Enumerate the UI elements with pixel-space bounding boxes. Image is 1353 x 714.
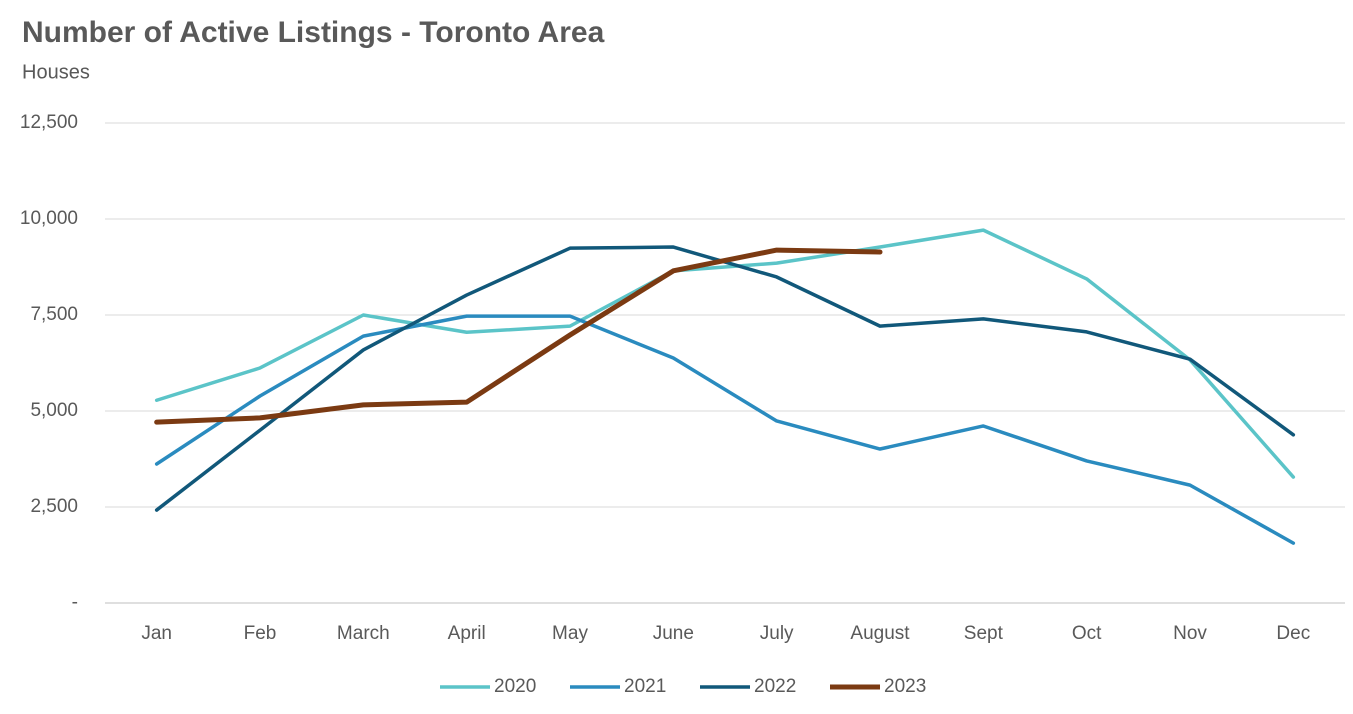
chart-subtitle: Houses: [22, 61, 90, 83]
chart-title: Number of Active Listings - Toronto Area: [22, 16, 605, 49]
x-tick-label: Feb: [244, 623, 277, 644]
series-line: [154, 247, 883, 425]
y-tick-label: -: [72, 592, 78, 613]
legend-label: 2023: [884, 676, 926, 697]
y-tick-label: 5,000: [30, 400, 78, 421]
series-line: [154, 228, 1296, 479]
x-tick-label: August: [850, 623, 910, 644]
y-tick-label: 7,500: [30, 304, 78, 325]
x-tick-label: Dec: [1276, 623, 1310, 644]
x-tick-label: March: [337, 623, 390, 644]
x-tick-label: Jan: [141, 623, 172, 644]
legend-label: 2021: [624, 676, 666, 697]
x-tick-label: May: [552, 623, 588, 644]
x-tick-label: April: [448, 623, 486, 644]
y-tick-label: 2,500: [30, 496, 78, 517]
legend-label: 2020: [494, 676, 536, 697]
legend-label: 2022: [754, 676, 796, 697]
x-tick-label: Oct: [1072, 623, 1102, 644]
x-tick-label: June: [653, 623, 694, 644]
series-line: [154, 314, 1296, 545]
x-tick-label: July: [760, 623, 794, 644]
x-tick-label: Sept: [964, 623, 1004, 644]
y-tick-label: 10,000: [20, 208, 78, 229]
x-tick-label: Nov: [1173, 623, 1207, 644]
y-tick-label: 12,500: [20, 112, 78, 133]
